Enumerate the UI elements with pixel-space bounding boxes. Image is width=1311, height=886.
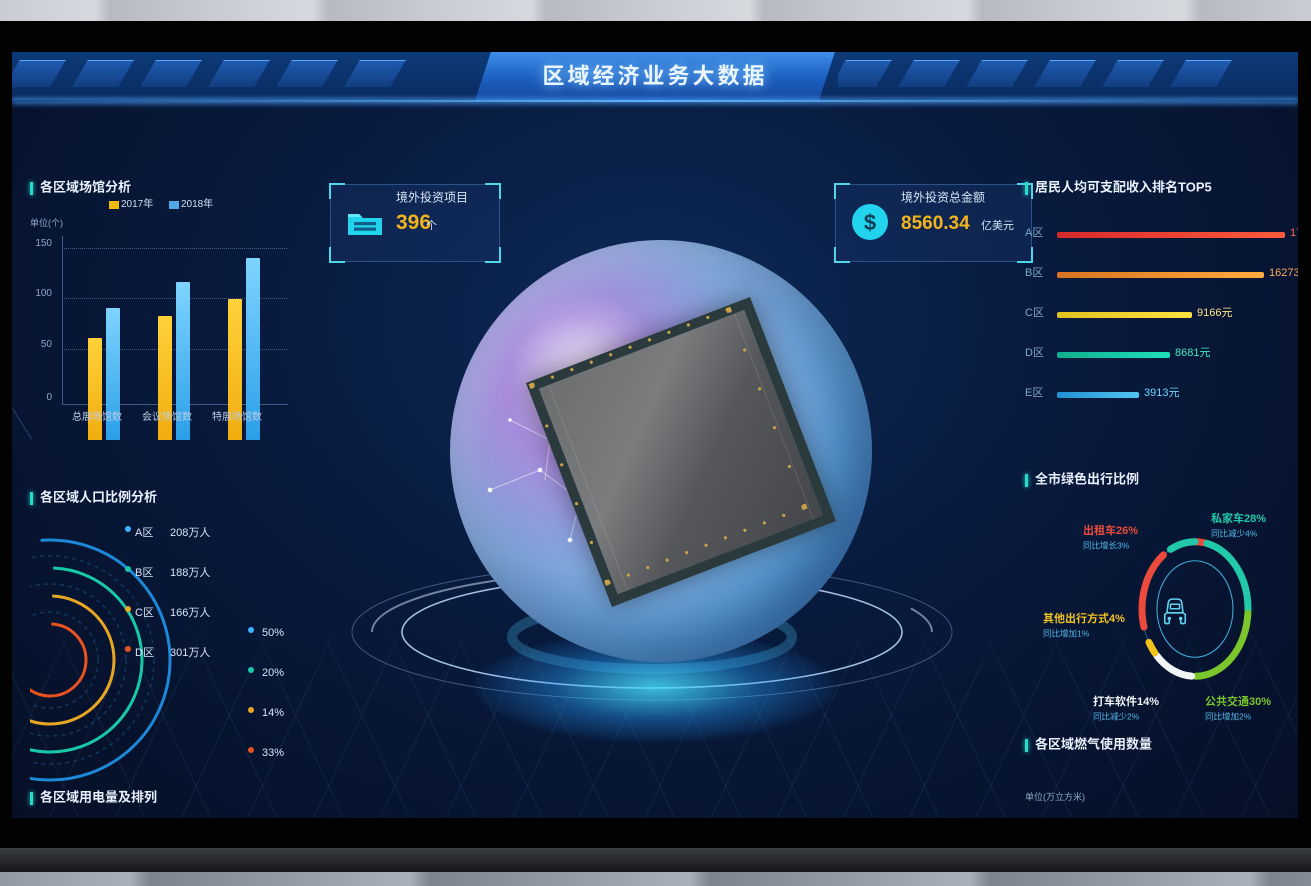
svg-text:$: $ [864,210,876,235]
